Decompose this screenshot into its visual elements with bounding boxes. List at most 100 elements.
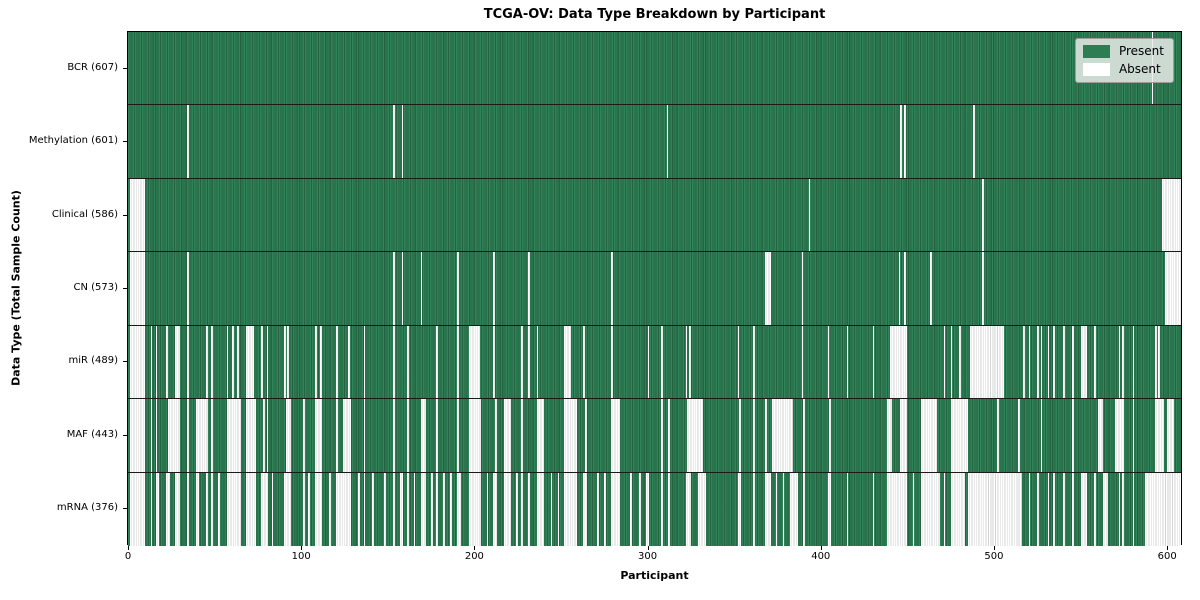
absent-stripe [689, 325, 691, 399]
absent-stripe [283, 472, 291, 547]
absent-stripe [765, 399, 768, 472]
absent-stripe [271, 472, 274, 547]
absent-stripe [765, 252, 771, 325]
absent-stripe [493, 252, 496, 325]
y-tick-mark [123, 508, 127, 510]
absent-stripe [1155, 325, 1157, 399]
absent-stripe [1094, 325, 1097, 399]
absent-stripe [597, 472, 600, 547]
absent-stripe [493, 472, 497, 547]
absent-stripe [218, 472, 220, 547]
absent-stripe [943, 325, 946, 399]
legend-label-absent: Absent [1118, 62, 1161, 76]
absent-stripe [335, 325, 338, 399]
absent-stripe [261, 472, 269, 547]
absent-stripe [1037, 472, 1039, 547]
absent-stripe [661, 472, 664, 547]
absent-stripe [342, 399, 352, 472]
absent-stripe [486, 472, 489, 547]
absent-stripe [1132, 399, 1135, 472]
y-tick-mark [123, 141, 127, 143]
absent-stripe [903, 105, 906, 178]
absent-stripe [211, 325, 213, 399]
absent-stripe [827, 472, 832, 547]
absent-stripe [950, 472, 965, 547]
absent-stripe [457, 252, 459, 325]
absent-stripe [697, 472, 707, 547]
absent-stripe [443, 472, 445, 547]
present-swatch-icon [1082, 45, 1110, 58]
absent-stripe [1063, 325, 1065, 399]
absent-stripe [528, 472, 530, 547]
absent-stripe [457, 472, 461, 547]
absent-stripe [950, 325, 953, 399]
absent-stripe [174, 325, 180, 399]
legend-label-present: Present [1118, 44, 1164, 58]
absent-stripe [661, 325, 664, 399]
y-tick-mark [123, 434, 127, 436]
absent-stripe [1028, 325, 1031, 399]
x-tick-label: 300 [638, 551, 658, 562]
absent-stripe [753, 472, 755, 547]
absent-stripe [413, 472, 416, 547]
absent-stripe [775, 472, 778, 547]
absent-stripe [245, 472, 257, 547]
absent-stripe [457, 325, 459, 399]
absent-stripe [1115, 399, 1124, 472]
x-tick-mark [128, 546, 129, 550]
absent-stripe [959, 325, 962, 399]
absent-stripe [1167, 399, 1175, 472]
absent-stripe [167, 399, 180, 472]
absent-stripe [583, 472, 587, 547]
absent-stripe [647, 325, 650, 399]
absent-stripe [611, 472, 620, 547]
absent-stripe [943, 472, 946, 547]
absent-stripe [186, 399, 189, 472]
y-tick-mark [123, 214, 127, 216]
absent-stripe [150, 472, 153, 547]
absent-stripe [515, 472, 518, 547]
legend: Present Absent [1074, 38, 1174, 83]
y-tick-mark [123, 67, 127, 69]
absent-stripe [846, 325, 849, 399]
absent-stripe [1165, 252, 1181, 325]
absent-stripe [661, 399, 664, 472]
absent-stripe [283, 325, 286, 399]
row-cn [128, 252, 1181, 326]
absent-stripe [263, 399, 265, 472]
absent-stripe [611, 252, 613, 325]
absent-stripe [666, 105, 669, 178]
absent-stripe [129, 472, 146, 547]
absent-stripe [872, 472, 875, 547]
absent-stripe [436, 399, 438, 472]
absent-stripe [129, 399, 146, 472]
absent-stripe [921, 472, 941, 547]
absent-stripe [211, 399, 213, 472]
absent-stripe [384, 472, 387, 547]
row-mrna [128, 472, 1181, 547]
y-tick-label: BCR (607) [67, 61, 118, 73]
absent-stripe [604, 472, 606, 547]
absent-stripe [585, 399, 587, 472]
absent-stripe [129, 252, 146, 325]
absent-stripe [890, 325, 908, 399]
absent-stripe [1040, 399, 1043, 472]
absent-stripe [521, 325, 523, 399]
absent-stripe [335, 399, 338, 472]
absent-stripe [550, 472, 553, 547]
absent-stripe [1094, 472, 1097, 547]
absent-stripe [521, 399, 523, 472]
x-tick-label: 400 [811, 551, 831, 562]
absent-stripe [827, 325, 830, 399]
chart-title: TCGA-OV: Data Type Breakdown by Particip… [483, 7, 826, 22]
absent-stripe [528, 252, 530, 325]
absent-stripe [186, 252, 189, 325]
absent-stripe [155, 325, 158, 399]
absent-stripe [237, 325, 239, 399]
absent-stripe [1037, 325, 1039, 399]
x-tick-label: 600 [1157, 551, 1177, 562]
absent-stripe [528, 325, 530, 399]
absent-stripe [285, 399, 291, 472]
absent-stripe [266, 325, 269, 399]
